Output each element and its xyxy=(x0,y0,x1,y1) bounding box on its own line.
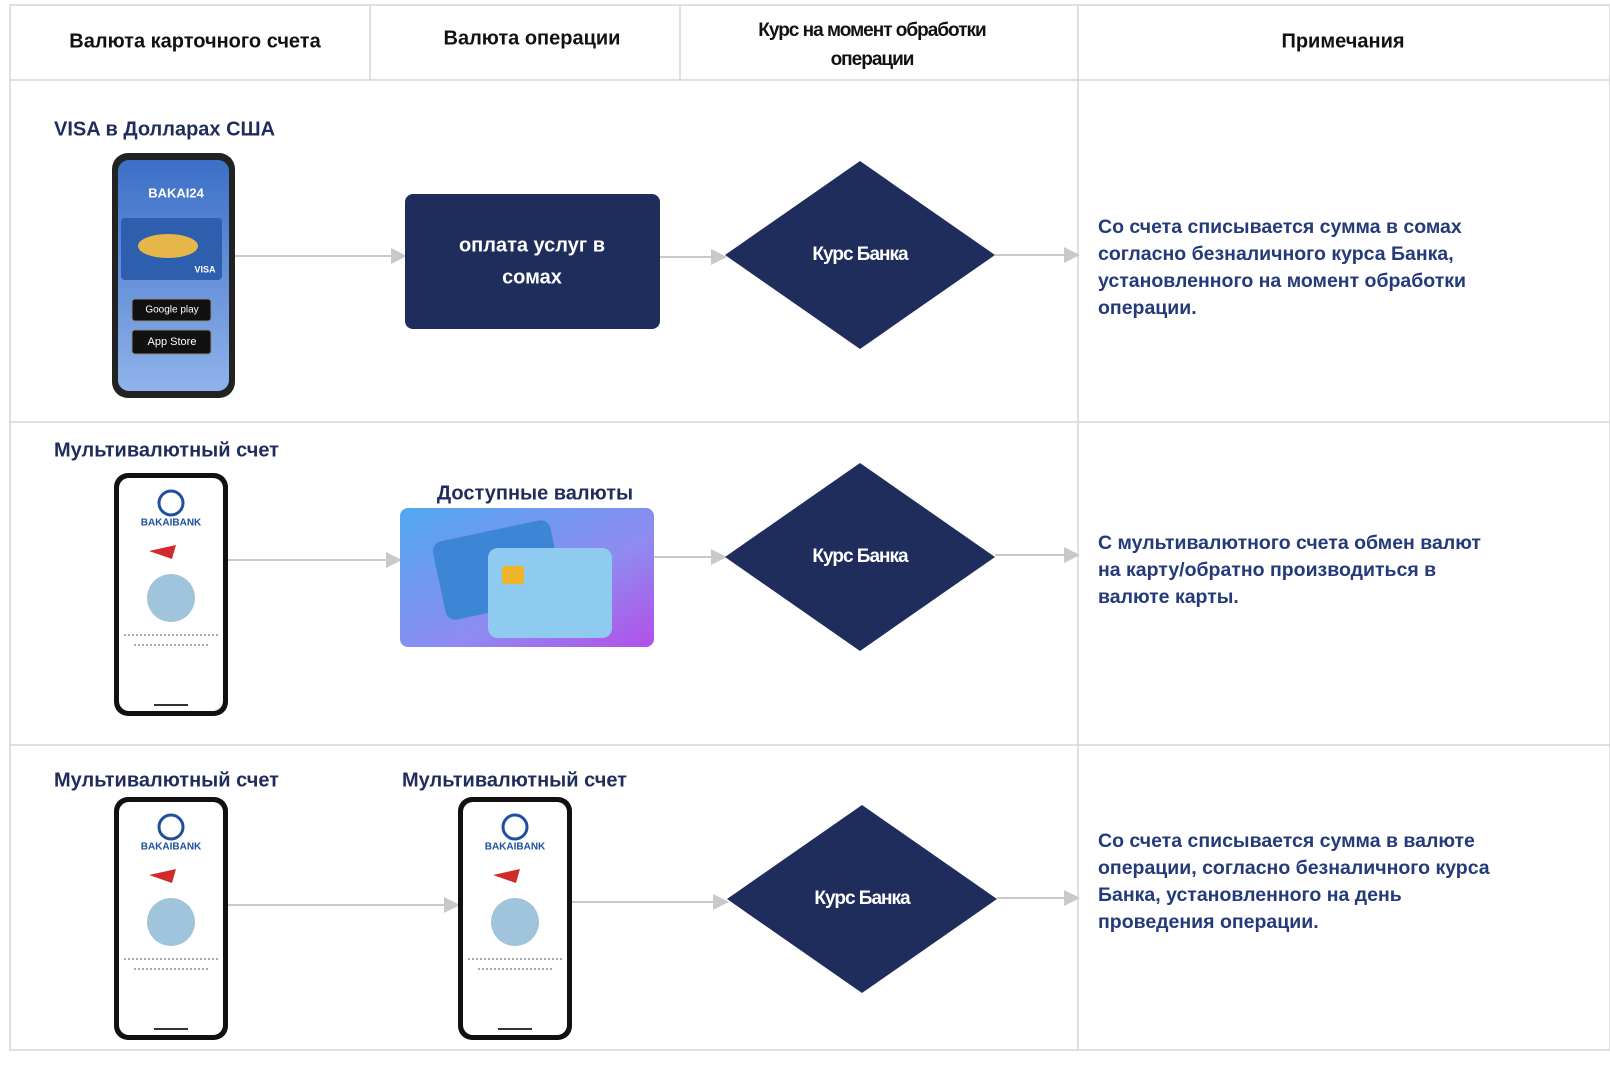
note-line: проведения операции. xyxy=(1098,911,1319,933)
flag xyxy=(149,869,176,883)
header-cell: Валюта карточного счета xyxy=(69,30,321,52)
operation-text: оплата услуг в xyxy=(459,234,605,256)
note-line: операции, согласно безналичного курса xyxy=(1098,857,1490,879)
operation-label: Доступные валюты xyxy=(437,482,633,504)
header-cell: Примечания xyxy=(1281,30,1404,52)
bank-logo xyxy=(501,813,529,841)
store-badge xyxy=(131,329,212,355)
note-line: согласно безналичного курса Банка, xyxy=(1098,243,1454,265)
flag xyxy=(493,869,520,883)
bank-logo xyxy=(157,489,185,517)
operation-text: сомах xyxy=(502,266,562,288)
note-line: валюте карты. xyxy=(1098,586,1239,608)
rate-label: Курс Банка xyxy=(814,888,911,909)
bank-name: BAKAIBANK xyxy=(141,842,202,853)
header-cell: Валюта операции xyxy=(444,27,621,49)
rate-diamond xyxy=(725,161,995,349)
bank-name: BAKAIBANK xyxy=(141,518,202,529)
planet xyxy=(491,898,539,946)
home-bar xyxy=(154,704,188,706)
note-line: С мультивалютного счета обмен валют xyxy=(1098,532,1481,554)
note-line: операции. xyxy=(1098,297,1197,319)
note-line: Банка, установленного на день xyxy=(1098,884,1402,906)
operation-box xyxy=(405,194,660,329)
rate-diamond xyxy=(727,805,997,993)
app-name: BAKAI24 xyxy=(148,185,204,200)
rate-label: Курс Банка xyxy=(812,546,909,567)
planet xyxy=(147,898,195,946)
account-label: VISA в Долларах США xyxy=(54,118,275,140)
card-brand: VISA xyxy=(194,264,216,274)
store-label: Google play xyxy=(145,305,198,316)
table-grid xyxy=(9,4,1610,1051)
note-line: установленного на момент обработки xyxy=(1098,270,1466,292)
card-chip xyxy=(502,566,524,584)
planet xyxy=(147,574,195,622)
store-label: App Store xyxy=(148,336,197,348)
home-bar xyxy=(154,1028,188,1030)
map xyxy=(138,234,198,258)
flag xyxy=(149,545,176,559)
header-cell: Курс на момент обработки xyxy=(758,20,986,41)
note-line: на карту/обратно производиться в xyxy=(1098,559,1436,581)
card-front xyxy=(488,548,612,638)
note-line: Со счета списывается сумма в сомах xyxy=(1098,216,1462,238)
account-label: Мультивалютный счет xyxy=(54,439,279,461)
rate-label: Курс Банка xyxy=(812,244,909,265)
bank-logo xyxy=(157,813,185,841)
rate-diamond xyxy=(725,463,995,651)
account-label: Мультивалютный счет xyxy=(54,769,279,791)
bank-name: BAKAIBANK xyxy=(485,842,546,853)
store-badge xyxy=(131,298,212,322)
home-bar xyxy=(498,1028,532,1030)
operation-label: Мультивалютный счет xyxy=(402,769,627,791)
note-line: Со счета списывается сумма в валюте xyxy=(1098,830,1475,852)
header-cell: операции xyxy=(831,49,914,70)
